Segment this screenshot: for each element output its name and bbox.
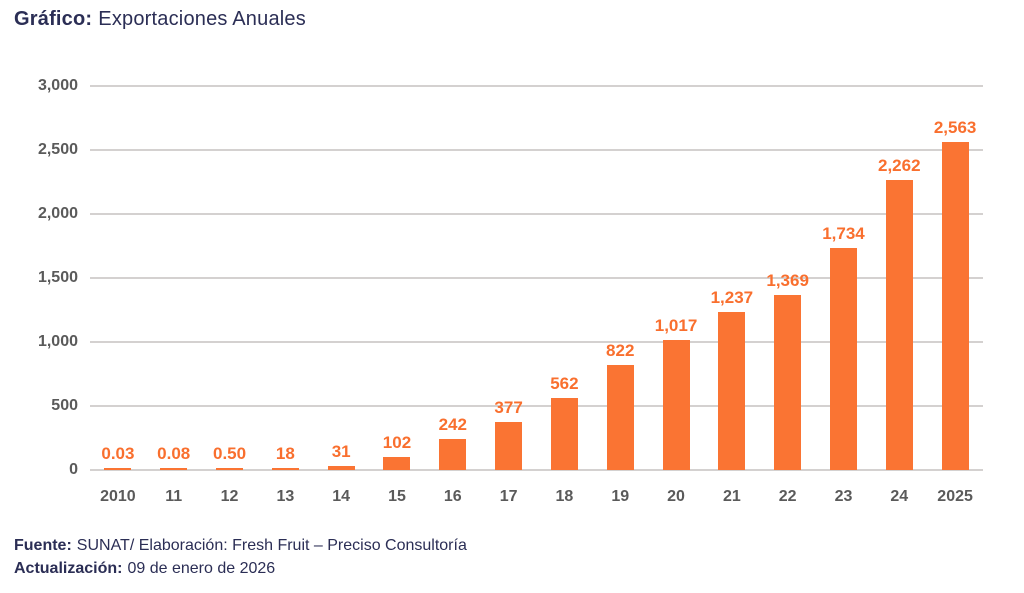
x-axis-tick-label: 17 [499, 488, 518, 505]
x-axis-tick-label: 2010 [100, 488, 136, 505]
bar-value-label: 377 [494, 397, 523, 417]
x-axis-tick-label: 13 [276, 488, 295, 505]
x-axis-tick-label: 11 [165, 488, 183, 505]
bar [216, 467, 244, 470]
bar-value-label: 102 [382, 432, 412, 452]
bar-value-label: 31 [331, 442, 351, 462]
x-axis-tick-label: 15 [388, 488, 406, 505]
x-axis-tick-label: 2025 [937, 488, 973, 505]
bar-value-label: 2,563 [933, 117, 977, 137]
gridline [90, 341, 983, 343]
bar [271, 467, 299, 470]
bar [104, 467, 132, 470]
bar-value-label: 0.08 [157, 443, 191, 463]
page-title-prefix: Gráfico: [14, 8, 93, 30]
updated-text: 09 de enero de 2026 [127, 560, 276, 577]
gridline [90, 277, 983, 279]
bar-value-label: 2,262 [878, 156, 921, 176]
y-axis-tick-label: 0 [69, 461, 78, 478]
bar [327, 466, 355, 470]
source-text: SUNAT/ Elaboración: Fresh Fruit – Precis… [76, 537, 467, 554]
bar [495, 421, 523, 470]
y-axis-tick-label: 2,500 [37, 141, 78, 158]
x-axis-tick-label: 14 [332, 488, 351, 505]
source-line: Fuente: SUNAT/ Elaboración: Fresh Fruit –… [14, 534, 467, 557]
bar [439, 439, 467, 470]
bar-value-label: 1,734 [822, 224, 865, 244]
bar-value-label: 0.50 [212, 443, 247, 463]
y-axis-tick-label: 1,000 [37, 333, 78, 350]
bar [662, 339, 690, 470]
bar [885, 180, 913, 470]
bar [718, 311, 746, 470]
bar [774, 294, 802, 470]
y-axis-tick-label: 3,000 [37, 77, 78, 94]
bar-value-label: 562 [550, 374, 579, 394]
bar [550, 398, 578, 470]
x-axis-line [90, 469, 983, 471]
page-title: Gráfico: Exportaciones Anuales [14, 8, 306, 31]
bar-value-label: 1,237 [710, 287, 754, 307]
bar-value-label: 822 [606, 340, 635, 360]
bar-value-label: 242 [438, 415, 467, 435]
gridline [90, 149, 983, 151]
y-axis-tick-label: 500 [51, 397, 78, 414]
x-axis-tick-label: 24 [890, 488, 909, 505]
bar [606, 364, 634, 470]
source-label: Fuente: [14, 537, 72, 554]
y-axis-tick-label: 1,500 [37, 269, 78, 286]
chart-footer: Fuente: SUNAT/ Elaboración: Fresh Fruit –… [14, 534, 467, 580]
gridline [90, 213, 983, 215]
bar-value-label: 1,369 [766, 270, 809, 290]
bar-value-label: 1,017 [654, 315, 698, 335]
x-axis-tick-label: 20 [667, 488, 685, 505]
bar [160, 467, 188, 470]
x-axis-tick-label: 23 [834, 488, 853, 505]
bar-value-label: 18 [275, 443, 295, 463]
x-axis-tick-label: 22 [778, 488, 797, 505]
updated-label: Actualización: [14, 560, 123, 577]
bar-value-label: 0.03 [101, 443, 135, 463]
bar [941, 141, 969, 470]
x-axis-tick-label: 19 [611, 488, 630, 505]
x-axis-tick-label: 21 [722, 488, 741, 505]
x-axis-tick-label: 18 [555, 488, 574, 505]
gridline [90, 85, 983, 87]
page-title-text: Exportaciones Anuales [98, 8, 306, 30]
updated-line: Actualización: 09 de enero de 2026 [14, 557, 467, 580]
gridline [90, 405, 983, 407]
x-axis-tick-label: 16 [443, 488, 462, 505]
x-axis-tick-label: 12 [220, 488, 239, 505]
bar [829, 248, 857, 470]
bar [383, 456, 411, 470]
y-axis-tick-label: 2,000 [37, 205, 78, 222]
